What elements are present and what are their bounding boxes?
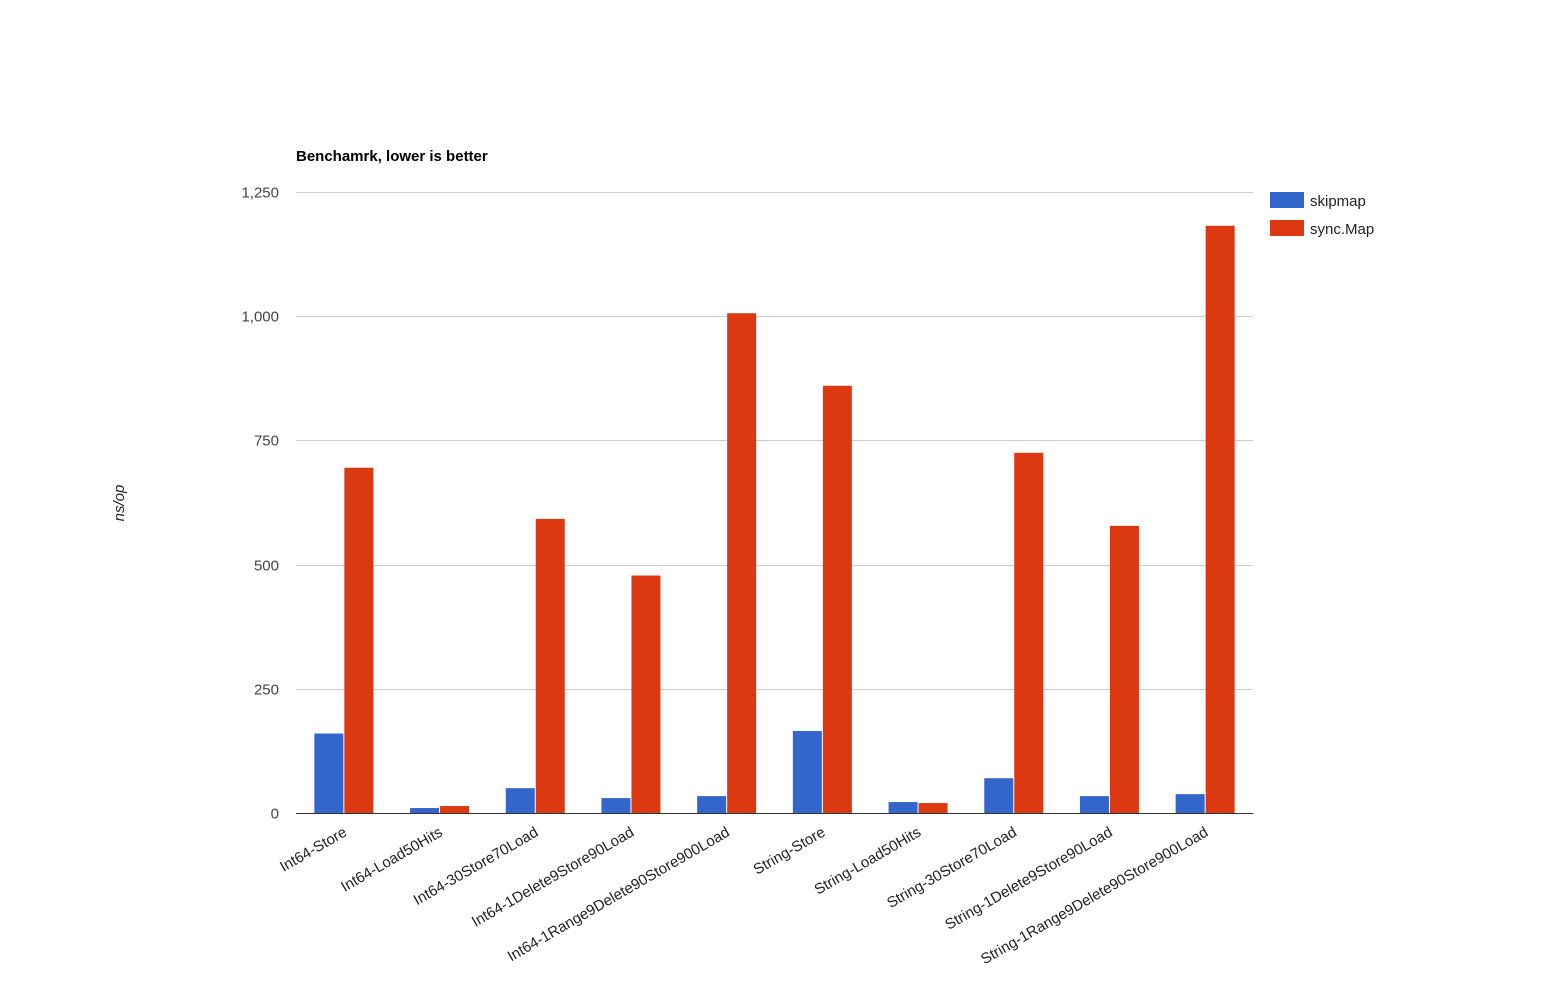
x-axis-labels: Int64-StoreInt64-Load50HitsInt64-30Store… (277, 824, 1211, 968)
bar-skipmap (410, 808, 440, 813)
bar-sync-map (918, 803, 948, 813)
legend-swatch (1270, 220, 1304, 236)
bar-sync-map (440, 806, 470, 813)
y-tick-label: 1,000 (241, 309, 279, 326)
x-tick-label: String-Store (751, 824, 829, 879)
bar-skipmap (888, 802, 918, 813)
bar-skipmap (314, 733, 344, 813)
y-tick-label: 0 (271, 806, 279, 823)
x-tick-label: Int64-Store (277, 824, 350, 876)
bar-skipmap (984, 778, 1014, 813)
bar-skipmap (1175, 794, 1205, 813)
x-tick-label: String-1Delete9Store90Load (942, 824, 1115, 934)
bar-skipmap (792, 731, 822, 813)
y-tick-label: 500 (254, 558, 279, 575)
bar-skipmap (505, 788, 535, 813)
bar-skipmap (697, 796, 727, 813)
bar-sync-map (1014, 452, 1044, 813)
y-axis-ticks: 0 250 500 750 1,000 1,250 (241, 185, 279, 823)
legend-swatch (1270, 192, 1304, 208)
legend-label: sync.Map (1310, 221, 1374, 238)
bar-skipmap (1079, 796, 1109, 813)
bar-sync-map (1109, 525, 1139, 813)
y-tick-label: 750 (254, 433, 279, 450)
bar-sync-map (1205, 225, 1235, 813)
legend-label: skipmap (1310, 193, 1366, 210)
y-tick-label: 250 (254, 682, 279, 699)
y-axis-label: ns/op (111, 485, 128, 522)
bar-sync-map (631, 575, 661, 813)
y-tick-label: 1,250 (241, 185, 279, 202)
bar-sync-map (727, 313, 757, 813)
x-tick-label: Int64-1Delete9Store90Load (469, 824, 637, 931)
chart-title: Benchamrk, lower is better (296, 148, 488, 165)
bars (314, 225, 1235, 813)
gridlines (296, 192, 1253, 690)
bar-sync-map (822, 385, 852, 813)
bar-sync-map (344, 467, 374, 813)
bar-sync-map (535, 518, 565, 813)
legend: skipmap sync.Map (1270, 192, 1374, 238)
bar-skipmap (601, 798, 631, 813)
